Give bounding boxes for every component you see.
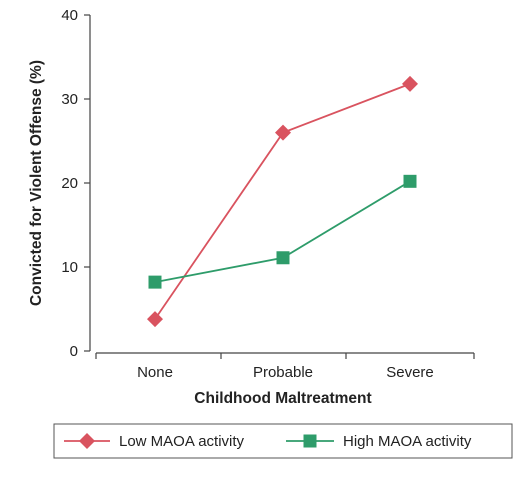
- series-line: [154, 180, 411, 284]
- x-tick-label: Probable: [253, 364, 313, 381]
- y-tick-label: 30: [61, 91, 78, 108]
- data-point: [148, 275, 162, 289]
- y-tick-label: 40: [61, 7, 78, 24]
- legend-item: Low MAOA activity: [64, 433, 245, 450]
- x-axis-title: Childhood Maltreatment: [194, 390, 371, 407]
- y-tick-label: 10: [61, 259, 78, 276]
- y-tick-label: 20: [61, 175, 78, 192]
- y-tick-label: 0: [70, 343, 78, 360]
- data-point: [402, 75, 418, 92]
- x-axis: None Probable Severe: [95, 352, 475, 381]
- series-layer: [147, 75, 418, 328]
- series-1: [148, 174, 417, 289]
- legend-label: High MAOA activity: [343, 433, 472, 450]
- data-point: [147, 311, 163, 328]
- legend-marker: [303, 434, 317, 448]
- y-axis-title: Convicted for Violent Offense (%): [28, 60, 45, 306]
- y-axis: 0 10 20 30 40: [61, 7, 91, 360]
- x-tick-label: Severe: [386, 364, 434, 381]
- legend-label: Low MAOA activity: [119, 433, 245, 450]
- data-point: [275, 124, 291, 141]
- data-point: [403, 174, 417, 188]
- series-0: [147, 75, 418, 328]
- legend-box: [53, 423, 513, 459]
- legend: Low MAOA activity High MAOA activity: [53, 423, 513, 459]
- legend-marker: [79, 433, 95, 449]
- data-point: [276, 251, 290, 265]
- x-tick-label: None: [137, 364, 173, 381]
- series-line: [154, 83, 411, 320]
- legend-item: High MAOA activity: [286, 433, 472, 450]
